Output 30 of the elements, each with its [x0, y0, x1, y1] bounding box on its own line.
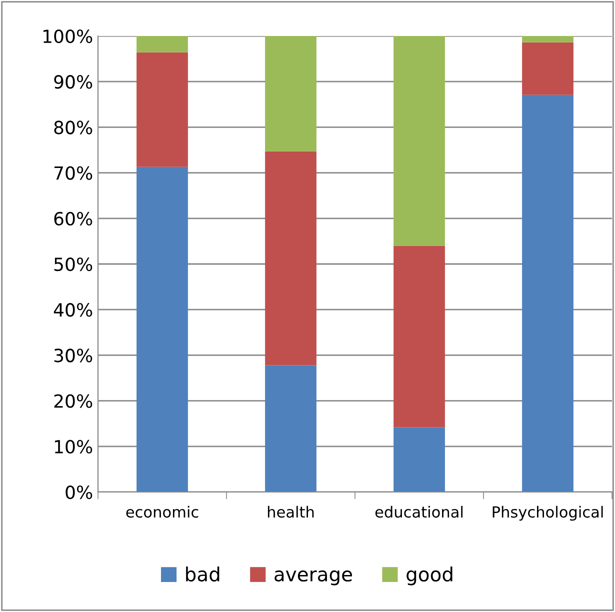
legend-label: good	[406, 566, 452, 586]
bar	[394, 36, 445, 246]
bar	[265, 36, 316, 152]
x-tick-label: educational	[375, 506, 463, 518]
bar	[265, 365, 316, 492]
y-tick-label: 80%	[54, 120, 92, 134]
x-tick-label: health	[268, 506, 314, 518]
x-tick-label: economic	[126, 506, 198, 518]
y-tick-label: 30%	[54, 348, 92, 362]
bar	[522, 42, 574, 95]
bar	[522, 36, 574, 42]
x-tick-label: Phsychological	[492, 506, 603, 521]
bar	[136, 52, 188, 167]
bar	[394, 427, 445, 492]
bar	[136, 166, 188, 492]
y-tick-label: 20%	[54, 394, 92, 408]
legend-label: bad	[186, 566, 220, 582]
y-tick-label: 60%	[54, 212, 92, 226]
y-tick-label: 10%	[54, 440, 92, 454]
legend-label: average	[274, 570, 352, 586]
bar	[265, 151, 316, 366]
bar	[522, 94, 574, 492]
y-tick-label: 70%	[54, 166, 92, 180]
bar	[394, 246, 445, 428]
y-tick-label: 100%	[44, 29, 92, 44]
y-tick-label: 40%	[54, 303, 92, 317]
bar	[136, 36, 188, 52]
y-tick-label: 0%	[66, 485, 92, 500]
y-tick-label: 90%	[54, 75, 92, 89]
y-tick-label: 50%	[54, 257, 92, 272]
